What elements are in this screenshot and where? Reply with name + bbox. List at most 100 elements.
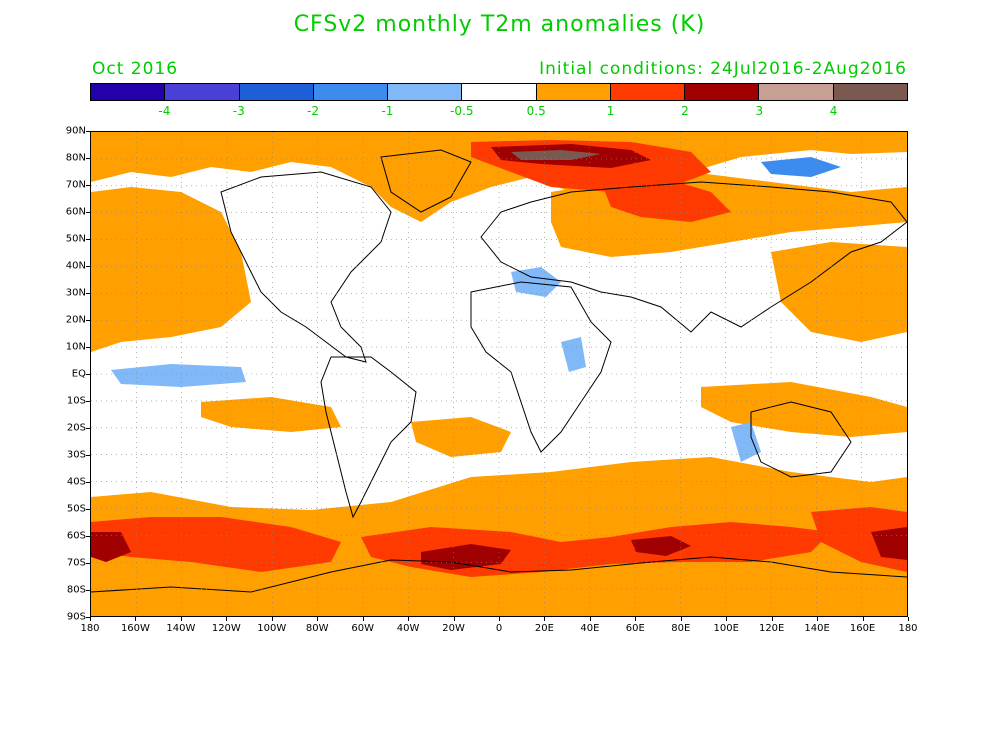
longitude-label: 20W: [442, 623, 465, 634]
anomaly-region-ne-pacific: [91, 187, 251, 352]
longitude-tick: [226, 617, 228, 621]
longitude-label: 140E: [804, 623, 830, 634]
legend-swatch: [313, 84, 389, 100]
anomaly-fields: [91, 132, 907, 616]
color-legend-bar: [90, 83, 908, 101]
longitude-label: 120E: [758, 623, 785, 634]
latitude-tick: [86, 293, 90, 294]
legend-label: -4: [158, 104, 171, 118]
anomaly-region-southern-red: [91, 517, 341, 572]
longitude-tick: [635, 617, 637, 621]
legend-swatch: [536, 84, 611, 100]
anomaly-region-dark-red-south: [421, 544, 511, 570]
longitude-tick: [90, 617, 91, 621]
initial-conditions: Initial conditions: 24Jul2016-2Aug2016: [539, 59, 907, 79]
legend-label: -1: [381, 104, 394, 118]
longitude-label: 100W: [257, 623, 287, 634]
anomaly-region-blue-east-africa: [561, 337, 586, 372]
anomaly-region-blue-tropical-pacific: [111, 364, 246, 387]
longitude-tick: [862, 617, 864, 621]
anomaly-region-south-pacific: [201, 397, 341, 432]
longitude-tick: [180, 617, 182, 621]
latitude-tick: [86, 536, 90, 537]
longitude-tick: [908, 617, 909, 621]
legend-swatch: [610, 84, 686, 100]
anomaly-map: [90, 131, 908, 617]
legend-swatch: [91, 84, 166, 100]
anomaly-region-dark-red-east: [871, 527, 907, 560]
legend-label: 2: [681, 104, 689, 118]
longitude-label: 40E: [580, 623, 600, 634]
legend-label: 0.5: [526, 104, 546, 118]
chart-title: CFSv2 monthly T2m anomalies (K): [293, 12, 706, 37]
legend-swatch: [833, 84, 907, 100]
anomaly-region-dark-red-west: [91, 532, 131, 562]
latitude-tick: [86, 482, 90, 483]
longitude-tick: [499, 617, 500, 621]
latitude-label: 40N: [65, 260, 86, 272]
longitude-tick: [271, 617, 273, 621]
latitude-tick: [86, 212, 90, 213]
latitude-tick: [86, 590, 90, 591]
latitude-label: 90N: [65, 125, 86, 137]
anomaly-region-tropical-indian: [701, 382, 907, 437]
latitude-label: 20N: [65, 314, 86, 326]
anomaly-region-blue-east-siberia: [761, 157, 841, 177]
coastline-greenland: [380, 149, 472, 213]
longitude-label: 40W: [396, 623, 420, 634]
longitude-tick: [317, 617, 319, 621]
longitude-tick: [408, 617, 410, 621]
legend-label: -0.5: [450, 104, 474, 118]
longitude-tick: [362, 617, 364, 621]
latitude-label: 30S: [66, 449, 86, 461]
longitude-label: 160E: [849, 623, 876, 634]
longitude-label: 160W: [120, 623, 150, 634]
legend-swatch: [388, 84, 463, 100]
anomaly-region-nw-pacific: [771, 242, 907, 342]
longitude-tick: [589, 617, 591, 621]
latitude-tick: [86, 158, 90, 159]
legend-swatch: [759, 84, 834, 100]
legend-label: -2: [307, 104, 320, 118]
latitude-label: 60S: [66, 530, 86, 542]
latitude-tick: [86, 239, 90, 240]
anomaly-region-blue-mediterranean: [511, 267, 561, 297]
anomaly-region-brown-arctic: [511, 150, 601, 160]
longitude-tick: [726, 617, 728, 621]
latitude-label: 80N: [65, 152, 86, 164]
longitude-tick: [817, 617, 819, 621]
map-gridlines: [91, 132, 907, 616]
anomaly-region-south-atlantic: [411, 417, 511, 457]
latitude-tick: [86, 428, 90, 429]
anomaly-region-dark-red-south-2: [631, 536, 691, 556]
latitude-label: 80S: [66, 584, 86, 596]
legend-label: 1: [606, 104, 615, 118]
legend-swatch: [462, 84, 537, 100]
longitude-tick: [771, 617, 773, 621]
longitude-label: 100E: [713, 623, 739, 634]
longitude-label: 60W: [351, 623, 374, 634]
latitude-tick: [86, 563, 90, 564]
latitude-label: 10S: [66, 395, 86, 407]
forecast-month: Oct 2016: [92, 59, 179, 79]
longitude-label: 120W: [211, 623, 241, 634]
legend-label: -3: [232, 104, 245, 118]
latitude-label: 90S: [66, 611, 86, 623]
latitude-label: EQ: [71, 368, 86, 380]
longitude-tick: [135, 617, 137, 621]
legend-label: 3: [755, 104, 764, 118]
latitude-tick: [86, 266, 90, 267]
latitude-label: 30N: [65, 287, 86, 299]
longitude-label: 180: [898, 623, 918, 634]
coastline-south-america: [320, 356, 417, 519]
longitude-tick: [544, 617, 546, 621]
longitude-tick: [453, 617, 455, 621]
legend-swatch: [165, 84, 240, 100]
latitude-label: 10N: [65, 341, 86, 353]
legend-swatch: [239, 84, 314, 100]
latitude-label: 20S: [66, 422, 86, 434]
longitude-tick: [680, 617, 682, 621]
latitude-label: 50N: [65, 233, 86, 245]
longitude-label: 80W: [305, 623, 329, 634]
coastline-eurasia: [480, 181, 907, 333]
